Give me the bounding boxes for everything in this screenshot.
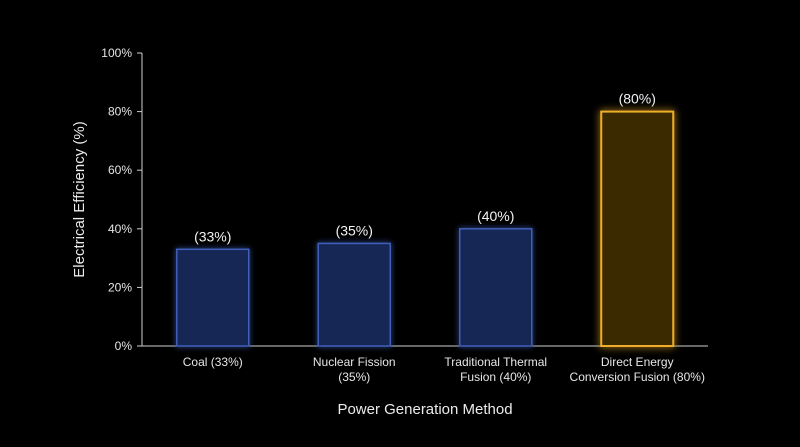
y-tick-label: 20%: [108, 280, 132, 294]
bar: [459, 228, 533, 347]
y-tick-label: 60%: [108, 163, 132, 177]
bars: [176, 110, 675, 347]
bar: [600, 110, 675, 347]
data-labels: (33%) (35%) (40%) (80%): [194, 91, 656, 245]
bar: [176, 248, 250, 347]
category-labels: Coal (33%) Nuclear Fission (35%) Traditiona…: [183, 355, 705, 384]
x-tick-label: Direct Energy Conversion Fusion (80%): [570, 355, 705, 384]
y-axis: 0% 20% 40% 60% 80% 100%: [101, 46, 143, 353]
bar-value-label: (40%): [477, 208, 514, 224]
x-axis-title: Power Generation Method: [337, 401, 512, 418]
x-tick-label: Nuclear Fission (35%): [313, 355, 396, 384]
bar-value-label: (33%): [194, 228, 231, 244]
y-tick-label: 0%: [115, 339, 133, 353]
x-tick-label: Traditional Thermal Fusion (40%): [444, 355, 547, 384]
bar: [317, 242, 391, 347]
x-tick-label: Coal (33%): [183, 355, 243, 369]
y-axis-title: Electrical Efficiency (%): [71, 121, 88, 277]
y-tick-label: 100%: [101, 46, 132, 60]
y-tick-label: 40%: [108, 222, 132, 236]
bar-value-label: (35%): [336, 222, 373, 238]
y-tick-label: 80%: [108, 105, 132, 119]
bar-value-label: (80%): [619, 91, 656, 107]
